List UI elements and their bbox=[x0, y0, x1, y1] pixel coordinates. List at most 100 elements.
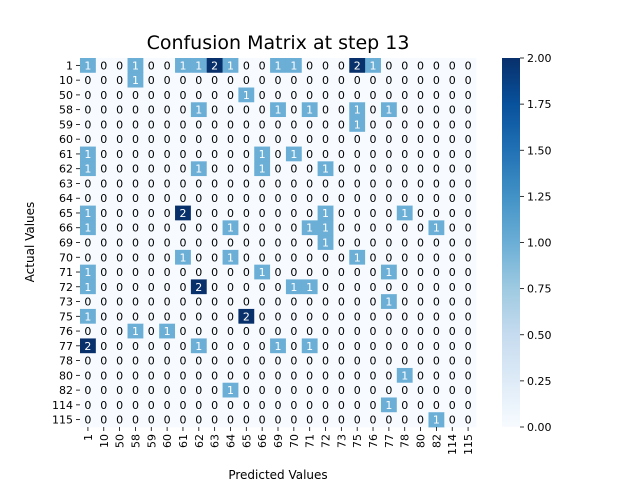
cell-value-label: 0 bbox=[449, 192, 456, 205]
heatmap-cell bbox=[111, 367, 128, 384]
cell-value-label: 0 bbox=[275, 414, 282, 427]
cell-value-label: 0 bbox=[401, 118, 408, 131]
cell-value-label: 0 bbox=[290, 163, 297, 176]
cell-value-label: 0 bbox=[100, 104, 107, 117]
cell-value-label: 0 bbox=[259, 399, 266, 412]
cell-value-label: 0 bbox=[306, 325, 313, 338]
heatmap-cell bbox=[444, 87, 461, 103]
heatmap-cell bbox=[349, 323, 366, 339]
cell-value-label: 0 bbox=[84, 251, 91, 264]
cell-value-label: 0 bbox=[179, 163, 186, 176]
cell-value-label: 0 bbox=[116, 118, 123, 131]
heatmap-cell bbox=[444, 220, 461, 236]
heatmap-cell bbox=[206, 367, 223, 384]
heatmap-cell bbox=[444, 353, 461, 369]
cell-value-label: 0 bbox=[401, 148, 408, 161]
heatmap-cell bbox=[349, 294, 366, 310]
cell-value-label: 0 bbox=[417, 59, 424, 72]
heatmap-cell bbox=[127, 72, 144, 88]
cell-value-label: 0 bbox=[227, 399, 234, 412]
heatmap-cell bbox=[349, 353, 366, 369]
cell-value-label: 0 bbox=[385, 89, 392, 102]
heatmap-cell bbox=[444, 323, 461, 339]
heatmap-cell bbox=[428, 249, 445, 266]
heatmap-cell bbox=[127, 87, 144, 103]
cell-value-label: 0 bbox=[179, 148, 186, 161]
y-tick-label: 58 bbox=[59, 104, 73, 117]
heatmap-cell bbox=[412, 382, 429, 398]
heatmap-cell bbox=[222, 294, 239, 310]
cell-value-label: 0 bbox=[275, 369, 282, 382]
heatmap-cell bbox=[159, 249, 176, 266]
cell-value-label: 0 bbox=[417, 74, 424, 87]
heatmap-cell bbox=[159, 294, 176, 310]
cell-value-label: 0 bbox=[100, 222, 107, 235]
cell-value-label: 0 bbox=[116, 369, 123, 382]
heatmap-cell bbox=[412, 87, 429, 103]
heatmap-cell bbox=[190, 264, 208, 280]
heatmap-cell bbox=[270, 131, 287, 147]
heatmap-cell bbox=[412, 235, 429, 251]
x-tick-label: 10 bbox=[98, 434, 111, 448]
cell-value-label: 0 bbox=[164, 104, 171, 117]
heatmap-cell bbox=[143, 367, 160, 384]
cell-value-label: 0 bbox=[195, 237, 202, 250]
heatmap-cell bbox=[444, 72, 461, 88]
cell-value-label: 0 bbox=[116, 163, 123, 176]
colorbar-tick-label: 1.50 bbox=[527, 144, 552, 157]
heatmap-cell bbox=[190, 87, 208, 103]
heatmap-cell bbox=[222, 72, 239, 88]
heatmap-cell bbox=[380, 87, 398, 103]
cell-value-label: 0 bbox=[211, 325, 218, 338]
heatmap-cell bbox=[127, 176, 144, 192]
heatmap-cell bbox=[349, 146, 366, 162]
cell-value-label: 0 bbox=[195, 148, 202, 161]
heatmap-cell bbox=[95, 117, 113, 133]
cell-value-label: 0 bbox=[338, 163, 345, 176]
heatmap-cell bbox=[190, 235, 208, 251]
cell-value-label: 0 bbox=[243, 355, 250, 368]
heatmap-cell bbox=[159, 102, 176, 118]
heatmap-cell bbox=[444, 382, 461, 398]
heatmap-cell bbox=[460, 220, 477, 236]
cell-value-label: 1 bbox=[84, 310, 91, 323]
cell-value-label: 0 bbox=[259, 325, 266, 338]
cell-value-label: 1 bbox=[433, 222, 440, 235]
heatmap-cell bbox=[444, 205, 461, 221]
heatmap-cell bbox=[254, 117, 271, 133]
heatmap-cell bbox=[270, 72, 287, 88]
cell-value-label: 0 bbox=[275, 237, 282, 250]
heatmap-cell bbox=[127, 323, 144, 339]
heatmap-cell bbox=[365, 190, 382, 206]
cell-value-label: 1 bbox=[179, 59, 186, 72]
cell-value-label: 0 bbox=[465, 163, 472, 176]
heatmap-cell bbox=[412, 205, 429, 221]
heatmap-cell bbox=[254, 58, 271, 74]
cell-value-label: 0 bbox=[164, 222, 171, 235]
cell-value-label: 0 bbox=[227, 414, 234, 427]
cell-value-label: 0 bbox=[338, 207, 345, 220]
heatmap-cell bbox=[412, 102, 429, 118]
cell-value-label: 0 bbox=[290, 340, 297, 353]
heatmap-cell bbox=[238, 72, 255, 88]
cell-value-label: 0 bbox=[338, 59, 345, 72]
heatmap-cell bbox=[444, 131, 461, 147]
x-tick-label: 72 bbox=[320, 434, 333, 448]
heatmap-cell bbox=[412, 412, 429, 428]
heatmap-cell bbox=[349, 131, 366, 147]
cell-value-label: 0 bbox=[259, 177, 266, 190]
heatmap-cell bbox=[428, 294, 445, 310]
cell-value-label: 0 bbox=[132, 89, 139, 102]
cell-value-label: 0 bbox=[370, 296, 377, 309]
cell-value-label: 0 bbox=[306, 266, 313, 279]
heatmap-cell bbox=[349, 338, 366, 354]
cell-value-label: 0 bbox=[290, 399, 297, 412]
heatmap-cell bbox=[301, 220, 318, 236]
heatmap-cell bbox=[190, 397, 208, 413]
heatmap-cell bbox=[317, 176, 334, 192]
cell-value-label: 0 bbox=[354, 281, 361, 294]
y-tick-label: 70 bbox=[59, 251, 73, 264]
cell-value-label: 0 bbox=[290, 74, 297, 87]
heatmap-cell bbox=[80, 72, 97, 88]
heatmap-cell bbox=[159, 58, 176, 74]
